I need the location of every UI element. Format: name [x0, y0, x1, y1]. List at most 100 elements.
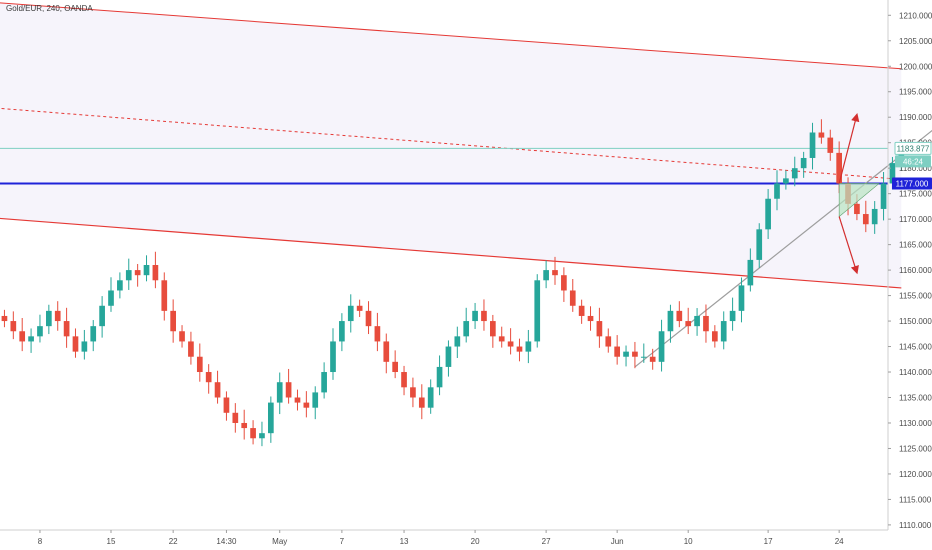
candle-body — [756, 229, 763, 260]
candle-body — [640, 356, 647, 358]
candle-body — [729, 310, 736, 322]
candle-body — [587, 315, 594, 322]
channel-upper-line — [0, 2, 902, 70]
y-tick-label: 1135.000 — [899, 394, 932, 403]
projection-triangle — [838, 183, 880, 218]
candle-body — [489, 321, 496, 337]
candle-body — [774, 183, 780, 199]
y-tick-label: 1150.000 — [899, 317, 932, 326]
candle-body — [356, 305, 363, 311]
candle-body — [623, 351, 629, 357]
candle-body — [871, 208, 878, 225]
candle-body — [854, 203, 860, 215]
candle-body — [125, 270, 132, 281]
y-tick-label: 1140.000 — [899, 368, 932, 377]
candle-body — [143, 265, 150, 276]
candle-body — [241, 422, 248, 429]
x-tick-label: May — [272, 537, 287, 546]
candle-body — [578, 305, 585, 316]
current-price-label: 1183.877 — [897, 144, 930, 153]
countdown-label: 46:24 — [903, 157, 924, 166]
candle-body — [809, 132, 816, 158]
candle-body — [37, 326, 43, 337]
candle-body — [99, 305, 105, 327]
candle-body — [649, 356, 656, 362]
candle-body — [19, 331, 26, 342]
y-tick-label: 1125.000 — [899, 444, 932, 453]
candle-body — [294, 397, 301, 403]
x-tick-label: 13 — [400, 537, 409, 546]
candle-body — [614, 346, 621, 357]
candle-body — [516, 346, 523, 352]
candle-body — [401, 372, 407, 388]
candle-body — [365, 310, 372, 327]
candle-body — [818, 132, 825, 138]
candle-body — [10, 321, 17, 332]
x-tick-label: 20 — [471, 537, 480, 546]
y-tick-label: 1205.000 — [899, 37, 932, 46]
y-tick-label: 1145.000 — [899, 343, 932, 352]
candle-body — [134, 270, 141, 276]
candle-body — [827, 137, 834, 153]
candle-body — [596, 321, 603, 337]
candle-body — [783, 178, 789, 184]
candle-body — [561, 275, 567, 291]
candle-body — [330, 341, 336, 373]
candle-body — [214, 382, 221, 398]
y-tick-label: 1115.000 — [899, 495, 932, 504]
symbol-title: Gold/EUR, 240, OANDA — [6, 4, 93, 13]
y-tick-label: 1130.000 — [899, 419, 932, 428]
y-tick-label: 1160.000 — [899, 266, 932, 275]
candle-body — [321, 372, 327, 393]
candle-body — [703, 315, 709, 332]
candle-body — [738, 285, 745, 311]
candle-body — [498, 336, 505, 342]
candle-body — [374, 326, 381, 342]
x-tick-label: 14:30 — [216, 537, 237, 546]
candle-body — [205, 372, 212, 383]
x-tick-label: 15 — [107, 537, 116, 546]
y-tick-label: 1190.000 — [899, 113, 932, 122]
candle-body — [720, 321, 727, 342]
candle-body — [188, 341, 194, 357]
level-price-tag — [892, 177, 932, 190]
y-tick-label: 1170.000 — [899, 215, 932, 224]
candle-body — [223, 397, 230, 413]
candle-body — [569, 290, 576, 306]
candle-body — [472, 310, 478, 322]
candle-body — [250, 428, 256, 439]
y-tick-label: 1210.000 — [899, 11, 932, 20]
x-tick-label: 10 — [684, 537, 693, 546]
candle-body — [632, 351, 638, 357]
candle-body — [862, 214, 869, 225]
candle-body — [667, 310, 674, 332]
candle-body — [418, 397, 425, 408]
candle-body — [339, 321, 345, 342]
candle-body — [54, 310, 61, 322]
candle-body — [45, 310, 52, 327]
y-tick-label: 1200.000 — [899, 62, 932, 71]
candle-body — [276, 382, 283, 403]
candle-body — [90, 326, 97, 342]
y-tick-label: 1120.000 — [899, 470, 932, 479]
candle-body — [747, 259, 754, 286]
candle-body — [765, 198, 771, 230]
candle-body — [836, 152, 843, 184]
projection-down-arrow — [838, 216, 859, 275]
projection-up-arrow — [838, 113, 860, 184]
candle-body — [552, 270, 558, 276]
candle-body — [72, 336, 79, 352]
x-tick-label: 8 — [38, 537, 43, 546]
candle-body — [605, 336, 612, 347]
candle-body — [889, 163, 896, 184]
candle-body — [267, 402, 274, 434]
candle-body — [534, 280, 541, 342]
candle-body — [196, 356, 203, 373]
candle-body — [525, 341, 532, 352]
x-tick-label: Jun — [611, 537, 624, 546]
candle-body — [445, 346, 452, 367]
candle-body — [179, 331, 185, 342]
y-tick-label: 1180.000 — [899, 164, 932, 173]
